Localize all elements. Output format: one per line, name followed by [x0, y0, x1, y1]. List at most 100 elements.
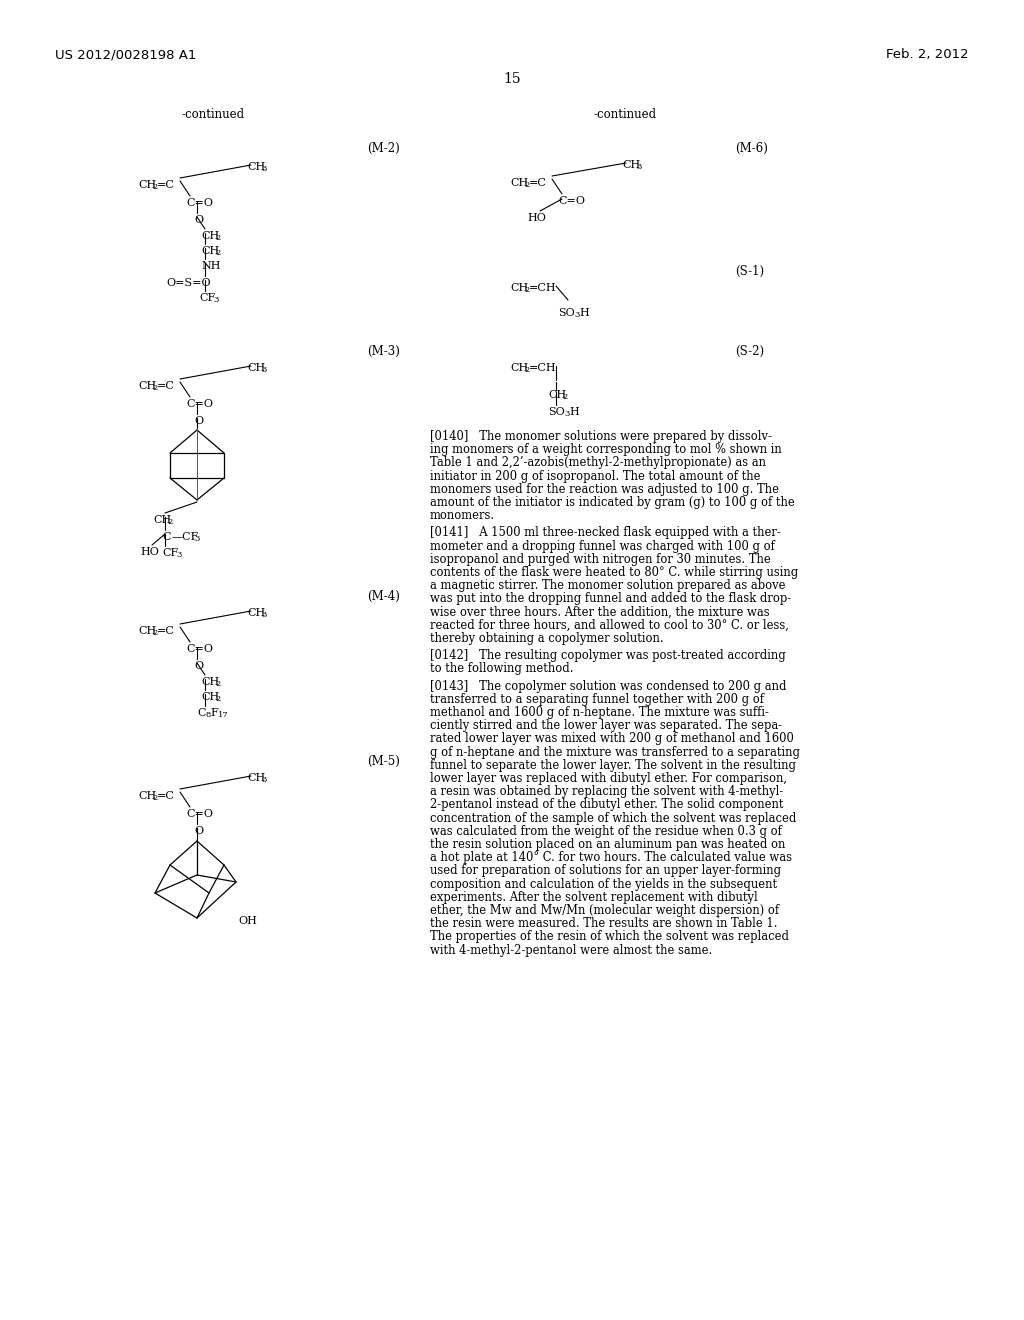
Text: (M-6): (M-6) — [735, 143, 768, 154]
Text: CH: CH — [247, 363, 265, 374]
Text: wise over three hours. After the addition, the mixture was: wise over three hours. After the additio… — [430, 606, 770, 619]
Text: 15: 15 — [503, 73, 521, 86]
Text: O=S=O: O=S=O — [166, 279, 211, 288]
Text: rated lower layer was mixed with 200 g of methanol and 1600: rated lower layer was mixed with 200 g o… — [430, 733, 794, 746]
Text: OH: OH — [238, 916, 257, 927]
Text: CH: CH — [138, 180, 157, 190]
Text: (S-1): (S-1) — [735, 265, 764, 279]
Text: the resin solution placed on an aluminum pan was heated on: the resin solution placed on an aluminum… — [430, 838, 785, 851]
Text: transferred to a separating funnel together with 200 g of: transferred to a separating funnel toget… — [430, 693, 764, 706]
Text: lower layer was replaced with dibutyl ether. For comparison,: lower layer was replaced with dibutyl et… — [430, 772, 787, 785]
Text: (M-5): (M-5) — [367, 755, 400, 768]
Text: HO: HO — [140, 546, 159, 557]
Text: C: C — [197, 708, 206, 718]
Text: concentration of the sample of which the solvent was replaced: concentration of the sample of which the… — [430, 812, 797, 825]
Text: CH: CH — [201, 677, 219, 686]
Text: =C: =C — [529, 178, 547, 187]
Text: =C: =C — [157, 791, 175, 801]
Text: [0140]   The monomer solutions were prepared by dissolv-: [0140] The monomer solutions were prepar… — [430, 430, 772, 444]
Text: CH: CH — [548, 389, 566, 400]
Text: 2: 2 — [152, 795, 158, 803]
Text: 3: 3 — [636, 162, 641, 172]
Text: O: O — [194, 416, 203, 426]
Text: 2: 2 — [152, 183, 158, 191]
Text: CH: CH — [247, 162, 265, 172]
Text: SO: SO — [548, 407, 565, 417]
Text: ing monomers of a weight corresponding to mol % shown in: ing monomers of a weight corresponding t… — [430, 444, 781, 457]
Text: CH: CH — [138, 381, 157, 391]
Text: 8: 8 — [205, 711, 210, 719]
Text: (M-4): (M-4) — [367, 590, 400, 603]
Text: CH: CH — [201, 231, 219, 242]
Text: 3: 3 — [194, 535, 200, 543]
Text: CH: CH — [201, 246, 219, 256]
Text: isopropanol and purged with nitrogen for 30 minutes. The: isopropanol and purged with nitrogen for… — [430, 553, 771, 566]
Text: 2: 2 — [524, 286, 529, 294]
Text: H: H — [569, 407, 579, 417]
Text: CH: CH — [138, 626, 157, 636]
Text: methanol and 1600 g of n-heptane. The mixture was suffi-: methanol and 1600 g of n-heptane. The mi… — [430, 706, 769, 719]
Text: mometer and a dropping funnel was charged with 100 g of: mometer and a dropping funnel was charge… — [430, 540, 775, 553]
Text: NH: NH — [201, 261, 220, 271]
Text: funnel to separate the lower layer. The solvent in the resulting: funnel to separate the lower layer. The … — [430, 759, 796, 772]
Text: 3: 3 — [261, 776, 266, 784]
Text: C=O: C=O — [186, 399, 213, 409]
Text: C=O: C=O — [186, 198, 213, 209]
Text: [0143]   The copolymer solution was condensed to 200 g and: [0143] The copolymer solution was conden… — [430, 680, 786, 693]
Text: =CH: =CH — [529, 363, 557, 374]
Text: 2: 2 — [215, 249, 220, 257]
Text: =C: =C — [157, 381, 175, 391]
Text: CH: CH — [247, 774, 265, 783]
Text: ether, the Mw and Mw/Mn (molecular weight dispersion) of: ether, the Mw and Mw/Mn (molecular weigh… — [430, 904, 779, 917]
Text: 3: 3 — [261, 366, 266, 374]
Text: monomers used for the reaction was adjusted to 100 g. The: monomers used for the reaction was adjus… — [430, 483, 779, 496]
Text: CH: CH — [510, 282, 528, 293]
Text: (M-2): (M-2) — [367, 143, 399, 154]
Text: a magnetic stirrer. The monomer solution prepared as above: a magnetic stirrer. The monomer solution… — [430, 579, 785, 593]
Text: -continued: -continued — [181, 108, 245, 121]
Text: CH: CH — [201, 692, 219, 702]
Text: Table 1 and 2,2’-azobis(methyl-2-methylpropionate) as an: Table 1 and 2,2’-azobis(methyl-2-methylp… — [430, 457, 766, 470]
Text: H: H — [579, 308, 589, 318]
Text: C: C — [162, 532, 171, 543]
Text: ciently stirred and the lower layer was separated. The sepa-: ciently stirred and the lower layer was … — [430, 719, 782, 733]
Text: C=O: C=O — [558, 195, 585, 206]
Text: 2: 2 — [167, 517, 172, 525]
Text: CH: CH — [622, 160, 640, 170]
Text: O: O — [194, 215, 203, 224]
Text: g of n-heptane and the mixture was transferred to a separating: g of n-heptane and the mixture was trans… — [430, 746, 800, 759]
Text: a hot plate at 140° C. for two hours. The calculated value was: a hot plate at 140° C. for two hours. Th… — [430, 851, 792, 865]
Text: CH: CH — [510, 178, 528, 187]
Text: O: O — [194, 661, 203, 671]
Text: 3: 3 — [213, 296, 218, 304]
Text: The properties of the resin of which the solvent was replaced: The properties of the resin of which the… — [430, 931, 790, 944]
Text: experiments. After the solvent replacement with dibutyl: experiments. After the solvent replaceme… — [430, 891, 758, 904]
Text: contents of the flask were heated to 80° C. while stirring using: contents of the flask were heated to 80°… — [430, 566, 799, 579]
Text: C=O: C=O — [186, 644, 213, 653]
Text: 2: 2 — [215, 696, 220, 704]
Text: 2: 2 — [152, 384, 158, 392]
Text: 3: 3 — [261, 611, 266, 619]
Text: 3: 3 — [261, 165, 266, 173]
Text: [0142]   The resulting copolymer was post-treated according: [0142] The resulting copolymer was post-… — [430, 649, 785, 663]
Text: reacted for three hours, and allowed to cool to 30° C. or less,: reacted for three hours, and allowed to … — [430, 619, 788, 632]
Text: 2: 2 — [524, 366, 529, 374]
Text: CF: CF — [162, 548, 178, 558]
Text: CH: CH — [247, 609, 265, 618]
Text: SO: SO — [558, 308, 574, 318]
Text: to the following method.: to the following method. — [430, 663, 573, 676]
Text: -continued: -continued — [594, 108, 656, 121]
Text: 2: 2 — [215, 234, 220, 242]
Text: Feb. 2, 2012: Feb. 2, 2012 — [887, 48, 969, 61]
Text: 17: 17 — [218, 711, 228, 719]
Text: CH: CH — [153, 515, 171, 525]
Text: [0141]   A 1500 ml three-necked flask equipped with a ther-: [0141] A 1500 ml three-necked flask equi… — [430, 527, 780, 540]
Text: composition and calculation of the yields in the subsequent: composition and calculation of the yield… — [430, 878, 777, 891]
Text: 3: 3 — [574, 312, 580, 319]
Text: (S-2): (S-2) — [735, 345, 764, 358]
Text: 2: 2 — [215, 680, 220, 688]
Text: with 4-methyl-2-pentanol were almost the same.: with 4-methyl-2-pentanol were almost the… — [430, 944, 713, 957]
Text: 3: 3 — [564, 411, 569, 418]
Text: C=O: C=O — [186, 809, 213, 818]
Text: O: O — [194, 826, 203, 836]
